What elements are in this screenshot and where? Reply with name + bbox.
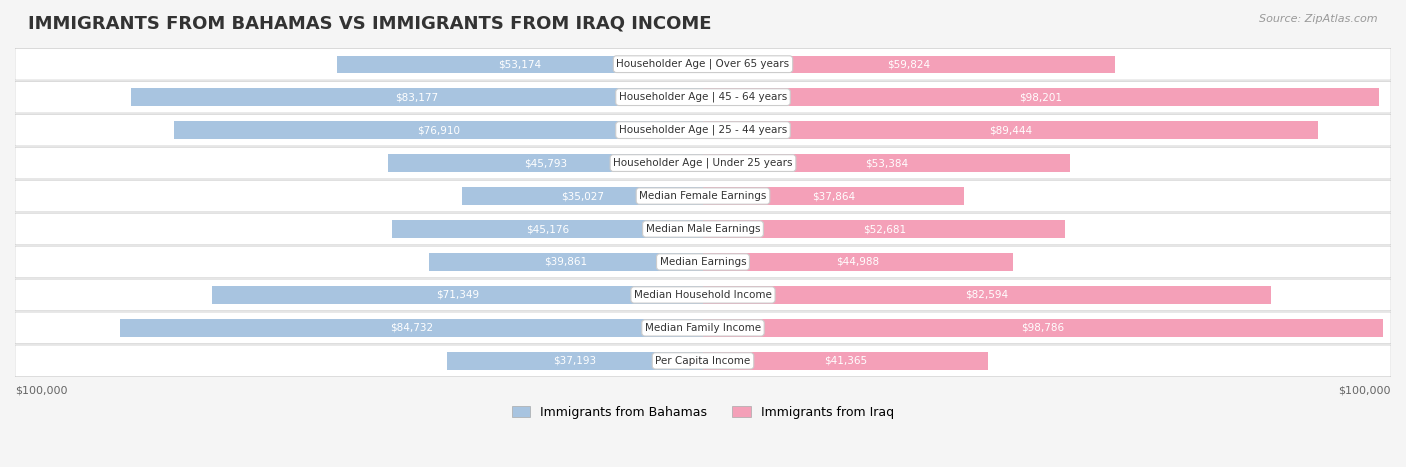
Text: $52,681: $52,681 — [863, 224, 905, 234]
Text: $82,594: $82,594 — [966, 290, 1008, 300]
FancyBboxPatch shape — [15, 213, 1391, 245]
Text: Householder Age | 45 - 64 years: Householder Age | 45 - 64 years — [619, 92, 787, 102]
Bar — [388, 155, 703, 172]
Bar — [392, 220, 703, 238]
FancyBboxPatch shape — [15, 114, 1391, 146]
Legend: Immigrants from Bahamas, Immigrants from Iraq: Immigrants from Bahamas, Immigrants from… — [506, 401, 900, 424]
Text: $98,201: $98,201 — [1019, 92, 1063, 102]
Bar — [703, 319, 1382, 337]
Text: $39,861: $39,861 — [544, 257, 588, 267]
FancyBboxPatch shape — [15, 180, 1391, 212]
FancyBboxPatch shape — [15, 312, 1391, 344]
Text: $71,349: $71,349 — [436, 290, 479, 300]
Text: $45,176: $45,176 — [526, 224, 569, 234]
Text: Householder Age | Over 65 years: Householder Age | Over 65 years — [616, 59, 790, 70]
FancyBboxPatch shape — [15, 81, 1391, 113]
Text: Per Capita Income: Per Capita Income — [655, 356, 751, 366]
Text: $76,910: $76,910 — [418, 125, 460, 135]
Text: IMMIGRANTS FROM BAHAMAS VS IMMIGRANTS FROM IRAQ INCOME: IMMIGRANTS FROM BAHAMAS VS IMMIGRANTS FR… — [28, 14, 711, 32]
Bar — [703, 121, 1319, 139]
Text: $37,864: $37,864 — [811, 191, 855, 201]
Text: $83,177: $83,177 — [395, 92, 439, 102]
Text: Householder Age | Under 25 years: Householder Age | Under 25 years — [613, 158, 793, 168]
Text: $84,732: $84,732 — [389, 323, 433, 333]
FancyBboxPatch shape — [15, 345, 1391, 377]
Text: $53,384: $53,384 — [865, 158, 908, 168]
Bar — [703, 286, 1271, 304]
Bar — [447, 352, 703, 369]
Text: Median Male Earnings: Median Male Earnings — [645, 224, 761, 234]
Text: Source: ZipAtlas.com: Source: ZipAtlas.com — [1260, 14, 1378, 24]
Bar — [120, 319, 703, 337]
Text: Householder Age | 25 - 44 years: Householder Age | 25 - 44 years — [619, 125, 787, 135]
Text: Median Female Earnings: Median Female Earnings — [640, 191, 766, 201]
Bar — [174, 121, 703, 139]
Text: $37,193: $37,193 — [554, 356, 596, 366]
Text: $89,444: $89,444 — [990, 125, 1032, 135]
Text: $98,786: $98,786 — [1021, 323, 1064, 333]
Bar — [463, 187, 703, 205]
Bar — [703, 253, 1012, 271]
Text: $100,000: $100,000 — [15, 386, 67, 396]
Bar — [703, 187, 963, 205]
Text: $45,793: $45,793 — [524, 158, 567, 168]
Bar — [703, 220, 1066, 238]
Bar — [429, 253, 703, 271]
Bar — [703, 155, 1070, 172]
Text: $41,365: $41,365 — [824, 356, 868, 366]
Text: $44,988: $44,988 — [837, 257, 879, 267]
Bar — [337, 56, 703, 73]
FancyBboxPatch shape — [15, 49, 1391, 80]
Text: $53,174: $53,174 — [499, 59, 541, 69]
Bar — [703, 88, 1379, 106]
FancyBboxPatch shape — [15, 246, 1391, 278]
FancyBboxPatch shape — [15, 147, 1391, 179]
Text: Median Family Income: Median Family Income — [645, 323, 761, 333]
Bar — [131, 88, 703, 106]
FancyBboxPatch shape — [15, 279, 1391, 311]
Text: Median Household Income: Median Household Income — [634, 290, 772, 300]
Bar — [703, 56, 1115, 73]
Text: $35,027: $35,027 — [561, 191, 605, 201]
Text: $59,824: $59,824 — [887, 59, 931, 69]
Bar — [703, 352, 987, 369]
Text: $100,000: $100,000 — [1339, 386, 1391, 396]
Text: Median Earnings: Median Earnings — [659, 257, 747, 267]
Bar — [212, 286, 703, 304]
